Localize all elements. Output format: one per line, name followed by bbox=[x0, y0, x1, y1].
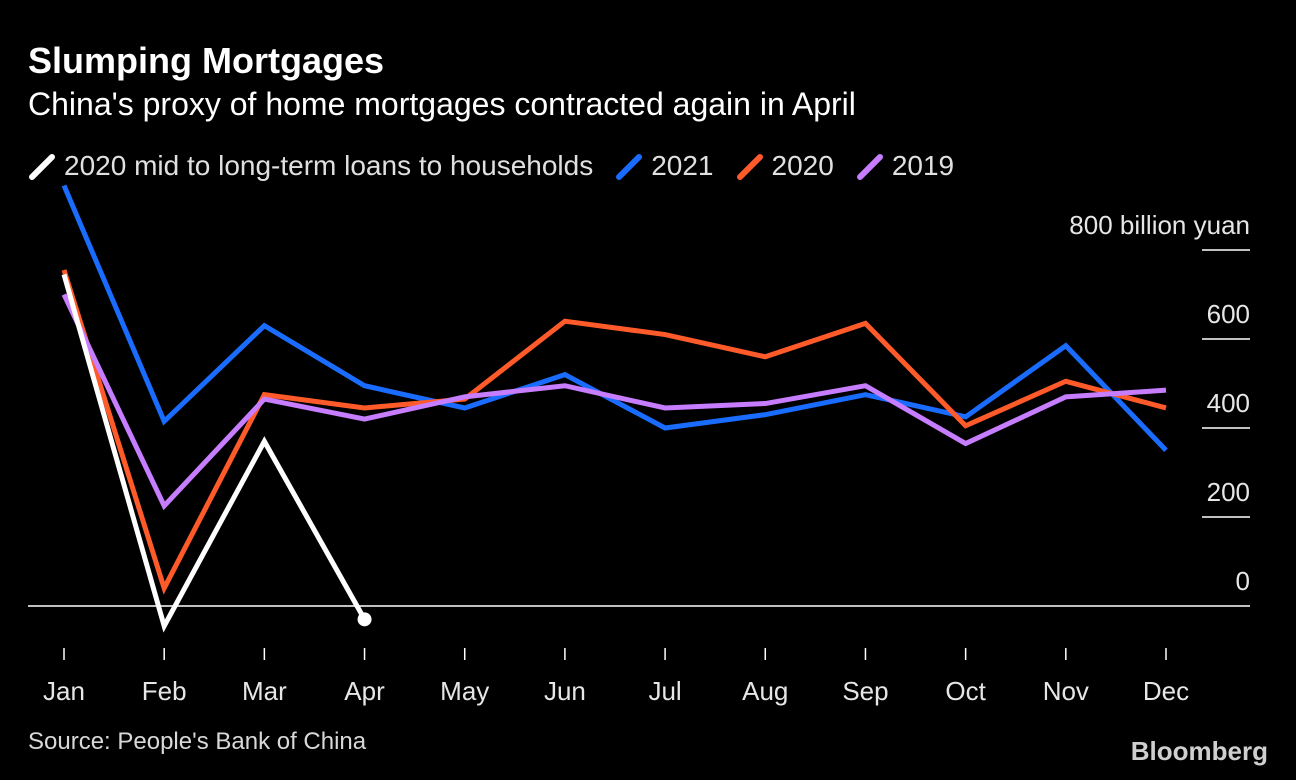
y-tick-label: 800 billion yuan bbox=[1069, 210, 1250, 240]
x-tick-label: Feb bbox=[142, 676, 187, 706]
y-tick-label: 600 bbox=[1207, 299, 1250, 329]
legend-swatch-2021 bbox=[616, 154, 643, 180]
legend-label-2021: 2021 bbox=[651, 150, 714, 181]
x-tick-label: Mar bbox=[242, 676, 287, 706]
x-tick-label: Jan bbox=[43, 676, 85, 706]
x-tick-label: May bbox=[440, 676, 489, 706]
legend-label-loans: 2020 mid to long-term loans to household… bbox=[64, 150, 594, 181]
y-tick-label: 400 bbox=[1207, 388, 1250, 418]
legend-item-2019: 2019 bbox=[856, 150, 954, 182]
legend-label-2020: 2020 bbox=[771, 150, 834, 181]
x-tick-label: Oct bbox=[945, 676, 986, 706]
series-line-2020 bbox=[61, 269, 1167, 595]
legend-swatch-2020 bbox=[736, 154, 763, 180]
legend-item-2021: 2021 bbox=[615, 150, 714, 182]
x-tick-label: Nov bbox=[1043, 676, 1089, 706]
series-line-2019 bbox=[61, 293, 1167, 511]
x-tick-label: Apr bbox=[344, 676, 385, 706]
x-tick-label: Aug bbox=[742, 676, 788, 706]
x-tick-label: Dec bbox=[1143, 676, 1189, 706]
y-tick-label: 0 bbox=[1236, 566, 1250, 596]
legend-swatch-line bbox=[29, 154, 55, 180]
legend-swatch-line bbox=[616, 154, 643, 180]
legend-item-2020: 2020 bbox=[736, 150, 834, 182]
chart-subtitle: China's proxy of home mortgages contract… bbox=[28, 86, 856, 122]
series-line-2020-mid-to-long-term-loans-to-households bbox=[61, 273, 367, 633]
chart-title: Slumping Mortgages bbox=[28, 40, 385, 81]
source-note: Source: People's Bank of China bbox=[28, 728, 367, 755]
x-tick-label: Jul bbox=[648, 676, 681, 706]
x-tick-label: Sep bbox=[842, 676, 888, 706]
x-tick-label: Jun bbox=[544, 676, 586, 706]
legend-swatch-line bbox=[736, 154, 763, 180]
series-endpoint-marker bbox=[357, 612, 372, 627]
legend-label-2019: 2019 bbox=[891, 150, 955, 181]
brand-logo: Bloomberg bbox=[1130, 736, 1268, 766]
chart-legend: 2020 mid to long-term loans to household… bbox=[28, 150, 976, 182]
legend-swatch-2019 bbox=[856, 154, 883, 180]
legend-swatch-loans bbox=[29, 154, 55, 180]
series-line-2021 bbox=[61, 184, 1168, 452]
legend-swatch-line bbox=[856, 154, 883, 180]
y-tick-label: 200 bbox=[1207, 477, 1250, 507]
legend-item-loans: 2020 mid to long-term loans to household… bbox=[28, 150, 593, 182]
